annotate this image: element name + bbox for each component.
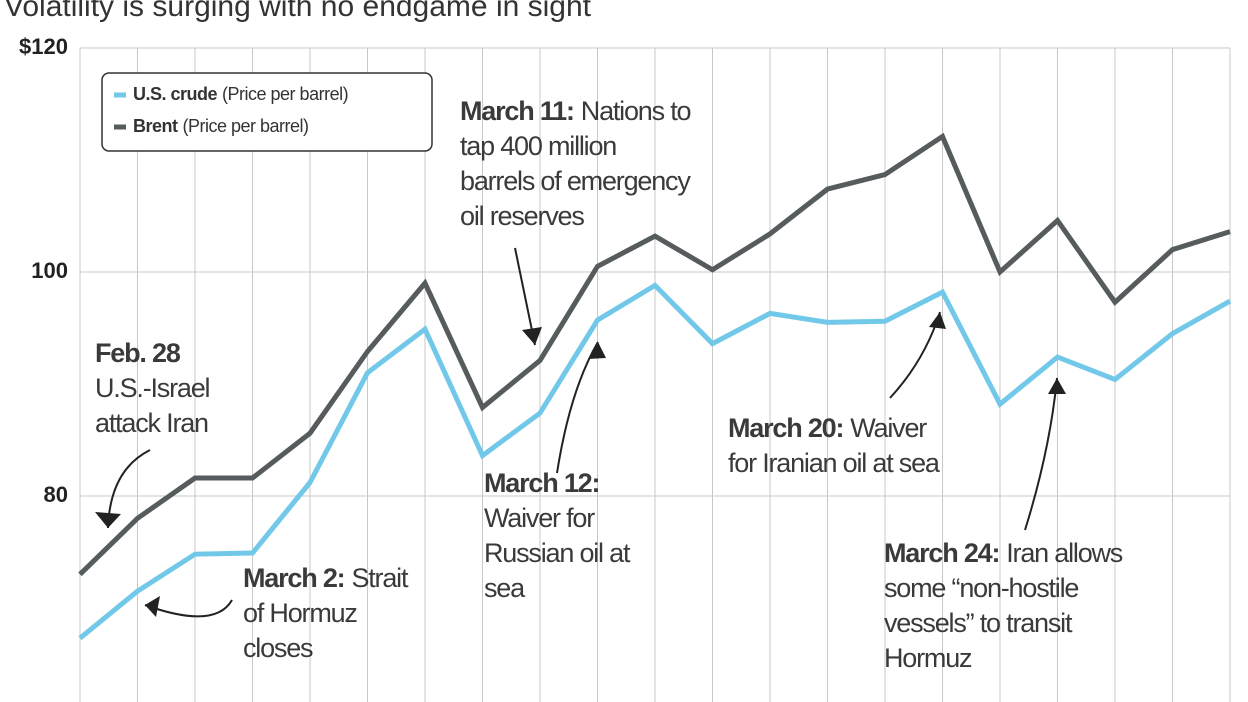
annotation-line: of Hormuz (243, 598, 357, 628)
annotation: March 12: Waiver for Russian oil at sea (484, 468, 631, 603)
arrow-head (929, 312, 946, 329)
annotation-line: attack Iran (95, 408, 208, 438)
y-tick-label: 100 (31, 258, 68, 283)
arrow-head (95, 512, 121, 528)
legend-label: U.S. crude (Price per barrel) (133, 84, 348, 104)
legend-name: Brent (133, 116, 178, 136)
legend-label: Brent (Price per barrel) (133, 116, 309, 136)
annotation-head: Feb. 28 (95, 338, 181, 368)
arrow-head (588, 342, 606, 359)
annotation-line: Nations to (581, 96, 691, 126)
annotation-line: U.S.-Israel (95, 373, 210, 403)
annotation-line: vessels” to transit (884, 608, 1073, 638)
annotation-head: March 11: (460, 96, 574, 126)
annotation-line: closes (243, 633, 313, 663)
annotation-line: barrels of emergency (460, 166, 691, 196)
series-line (78, 282, 1232, 641)
annotation-line: sea (484, 573, 526, 603)
annotation: March 24: Iran allows some “non-hostile ves… (884, 538, 1123, 673)
annotation-line: oil reserves (460, 201, 584, 231)
chart-title: Volatility is surging with no endgame in… (4, 0, 592, 23)
annotation-arrow (556, 341, 599, 474)
series-line (78, 132, 1231, 577)
arrow-head (145, 596, 160, 617)
annotation-line: Iran allows (1006, 538, 1123, 568)
annotation-line: some “non-hostile (884, 573, 1078, 603)
annotations: Feb. 28 U.S.-Israel attack Iran March 2: Str… (95, 96, 1124, 673)
annotation: March 20: Waiver for Iranian oil at sea (728, 413, 941, 478)
legend-box (101, 72, 433, 152)
annotation-line: for Iranian oil at sea (728, 448, 941, 478)
grid: $120 100 80 (19, 34, 1231, 702)
annotation: March 2: Strait of Hormuz closes (243, 563, 409, 663)
legend: U.S. crude (Price per barrel)Brent (Price … (101, 72, 433, 152)
y-tick-label: 80 (44, 482, 68, 507)
annotation-line: tap 400 million (460, 131, 616, 161)
legend-name: U.S. crude (133, 84, 218, 104)
annotation: March 11: Nations to tap 400 million barrel… (460, 96, 691, 231)
annotation-head: March 12: (484, 468, 599, 498)
annotation-line: Strait (351, 563, 409, 593)
plot (78, 132, 1232, 641)
annotation-head: March 20: (728, 413, 843, 443)
annotation-line: Hormuz (884, 643, 972, 673)
arrow-head (1048, 378, 1066, 394)
annotation-arrow (144, 599, 233, 618)
annotation-head: March 24: (884, 538, 999, 568)
legend-note: (Price per barrel) (183, 116, 309, 136)
arrow-head (522, 327, 542, 345)
annotation-line: Waiver for (484, 503, 595, 533)
annotation-head: March 2: (243, 563, 344, 593)
annotation-line: Waiver (850, 413, 927, 443)
annotation-line: Russian oil at (484, 538, 631, 568)
y-tick-label: $120 (19, 34, 68, 59)
annotation: Feb. 28 U.S.-Israel attack Iran (95, 338, 210, 438)
annotation-arrow (1024, 377, 1058, 531)
legend-note: (Price per barrel) (222, 84, 348, 104)
